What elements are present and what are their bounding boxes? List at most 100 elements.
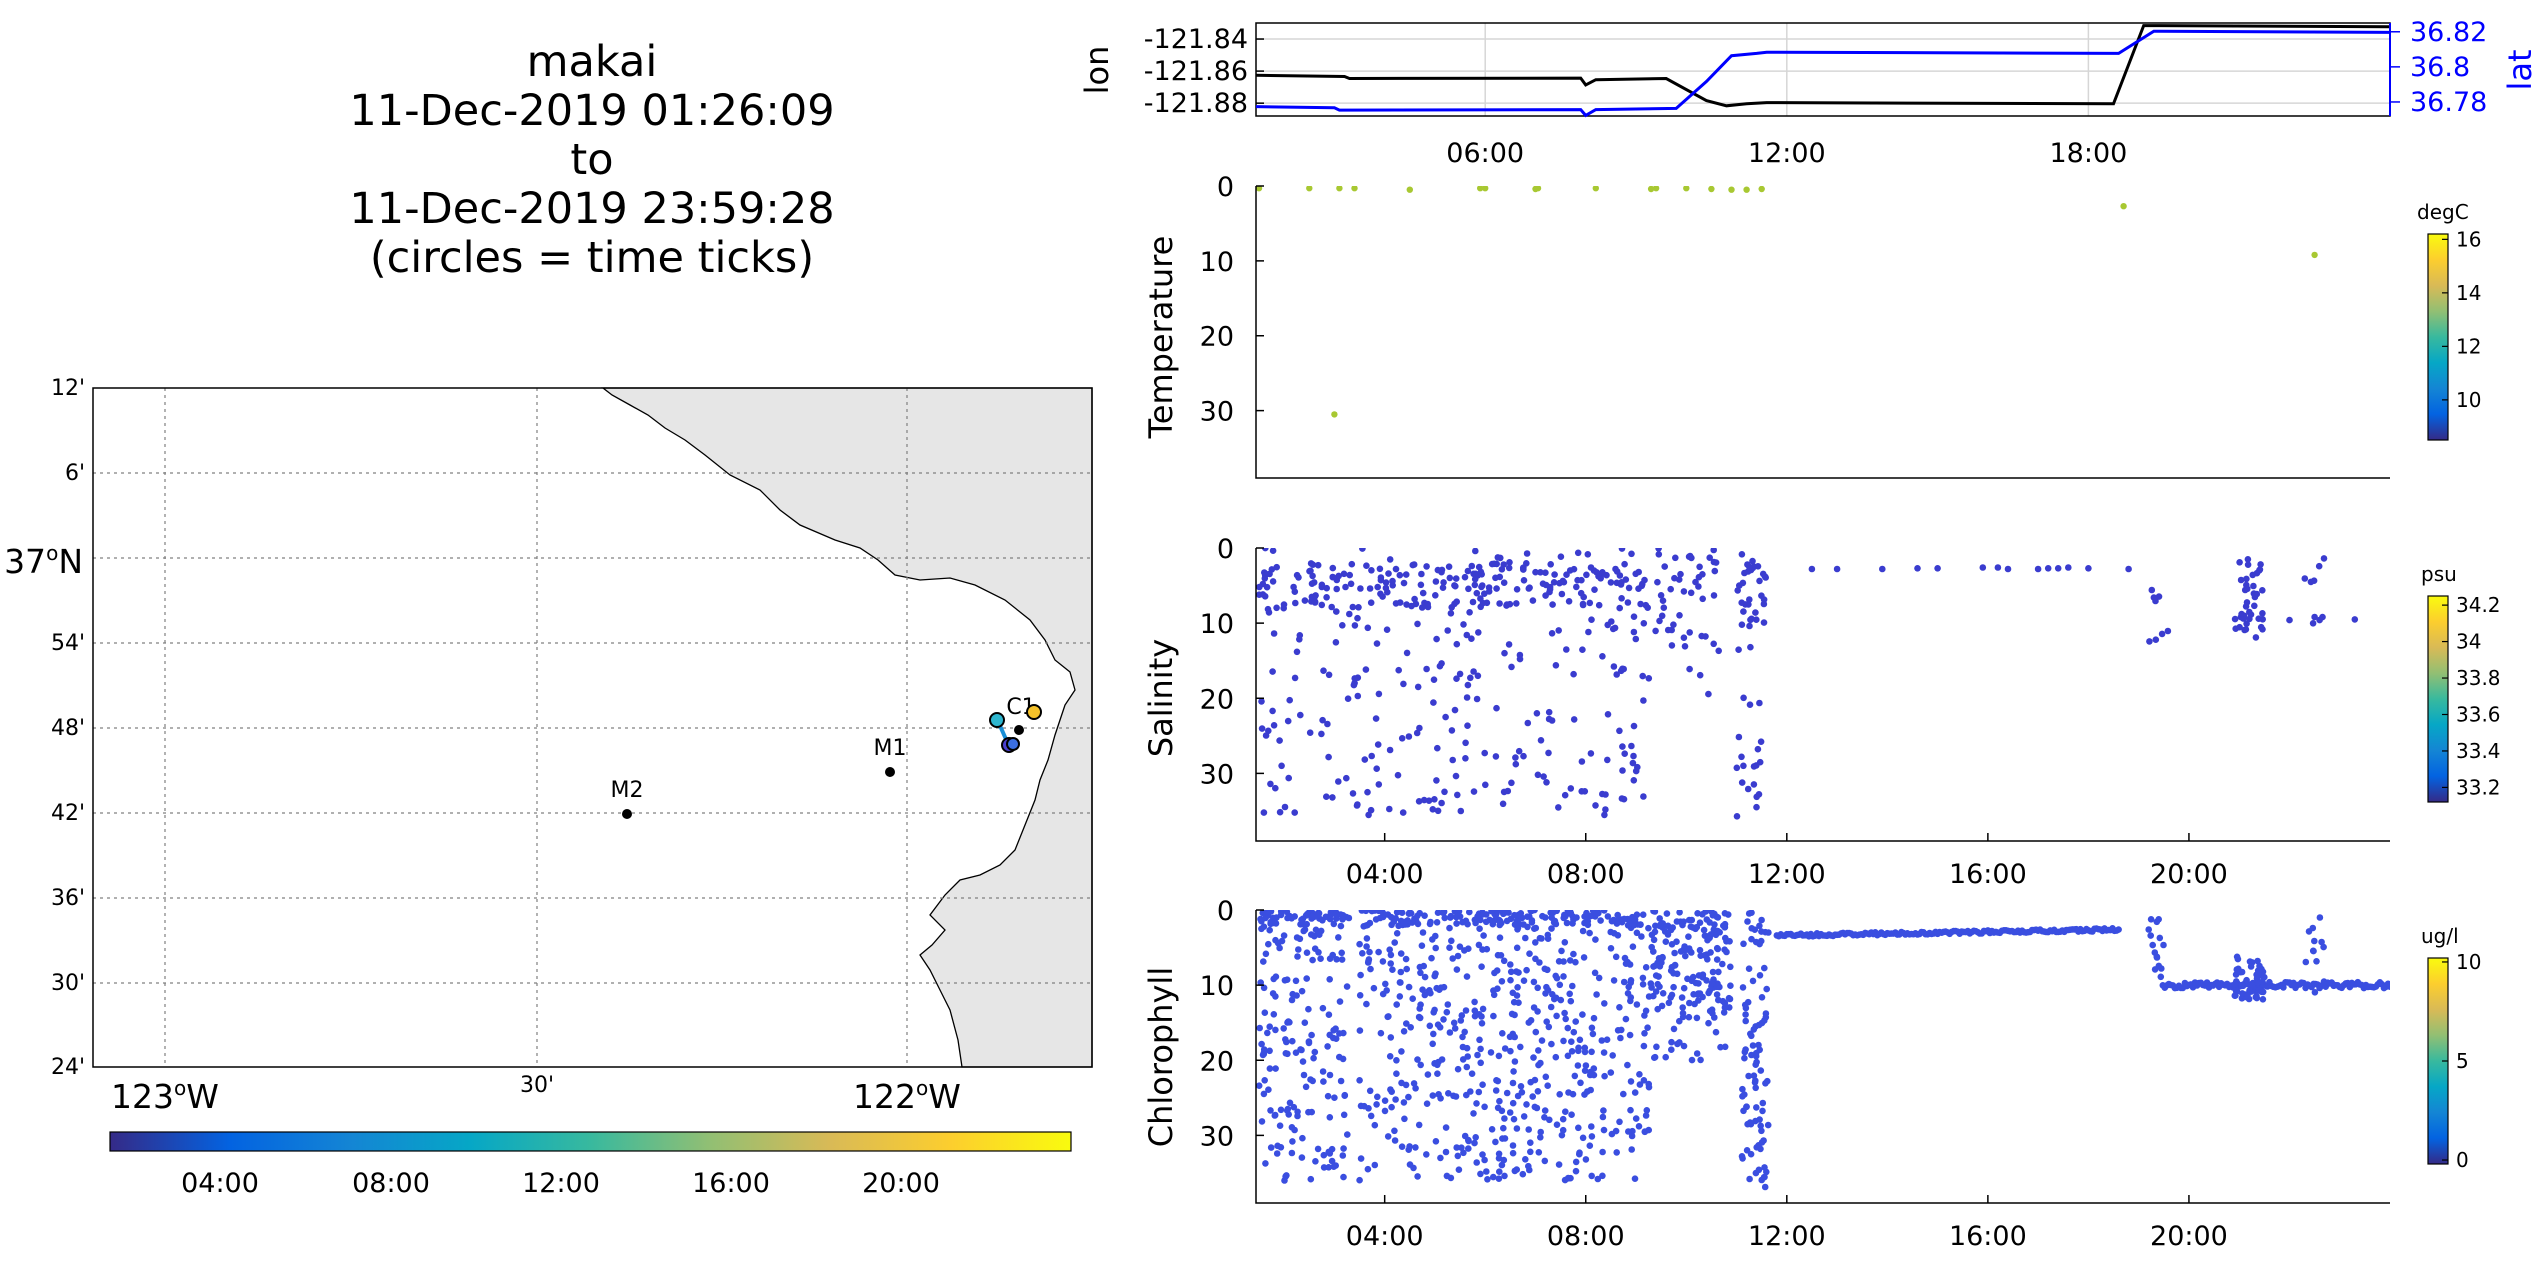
chlorophyll-point <box>1699 971 1707 978</box>
salinity-point <box>1616 572 1624 579</box>
salinity-point <box>1454 791 1461 799</box>
salinity-point <box>1354 614 1361 622</box>
chlorophyll-point <box>1656 915 1663 922</box>
chlorophyll-point <box>1568 1048 1576 1055</box>
salinity-y-tick-label: 0 <box>1217 534 1234 565</box>
chlorophyll-point <box>1457 1017 1465 1024</box>
salinity-point <box>1549 601 1556 608</box>
chlorophyll-point <box>1600 1049 1608 1056</box>
chlorophyll-point <box>1385 1013 1392 1020</box>
salinity-point <box>1463 631 1471 639</box>
salinity-point <box>1546 588 1553 596</box>
temperature-point <box>1351 186 1358 192</box>
salinity-point <box>1537 737 1545 744</box>
salinity-point <box>1402 571 1410 578</box>
salinity-point <box>1604 756 1611 764</box>
salinity-point <box>1632 767 1640 775</box>
chlorophyll-point <box>1514 984 1521 991</box>
chlorophyll-point <box>1538 935 1545 942</box>
salinity-point <box>1506 559 1513 566</box>
chlorophyll-point <box>1429 1040 1436 1048</box>
salinity-point <box>1471 581 1479 589</box>
salinity-point <box>1526 584 1533 591</box>
salinity-point <box>1740 608 1747 615</box>
chlorophyll-point <box>1280 932 1288 939</box>
salinity-point <box>1523 550 1531 557</box>
chlorophyll-point <box>1388 1103 1395 1111</box>
salinity-point <box>1710 548 1717 554</box>
salinity-point <box>1286 696 1293 704</box>
chlorophyll-point <box>1437 984 1445 991</box>
chlorophyll-point <box>2280 984 2287 991</box>
salinity-point <box>1481 590 1488 597</box>
chlorophyll-point <box>1371 910 1379 914</box>
mooring-m2: M2 <box>611 778 643 819</box>
chlorophyll-point <box>1654 1005 1661 1013</box>
salinity-point <box>1639 672 1646 680</box>
chlorophyll-point <box>1645 924 1652 932</box>
salinity-point <box>1565 598 1573 605</box>
chlorophyll-point <box>1308 931 1315 938</box>
salinity-point <box>1696 563 1703 571</box>
salinity-point <box>1628 550 1635 558</box>
chlorophyll-colorbar-ticks: 10 5 0 <box>2442 950 2481 1172</box>
chlorophyll-point <box>1507 961 1514 968</box>
chlorophyll-point <box>1445 1090 1452 1097</box>
time-colorbar-tick: 08:00 <box>352 1168 430 1199</box>
chlorophyll-point <box>1437 1154 1444 1162</box>
salinity-point <box>1656 617 1663 625</box>
chlorophyll-point <box>1601 1072 1608 1080</box>
salinity-point <box>1548 630 1556 637</box>
salinity-point <box>2255 615 2262 622</box>
chlorophyll-point <box>2254 979 2261 986</box>
chlorophyll-point <box>1446 924 1453 932</box>
chlorophyll-point <box>1696 946 1704 954</box>
salinity-point <box>1425 797 1433 804</box>
chlorophyll-point <box>1495 1175 1503 1182</box>
chlorophyll-point <box>1262 950 1270 958</box>
chlorophyll-point <box>1523 1101 1530 1108</box>
salinity-point <box>2155 593 2163 600</box>
chlorophyll-point <box>1632 1115 1640 1122</box>
chlorophyll-point <box>1312 1158 1319 1165</box>
chlorophyll-point <box>1402 955 1410 963</box>
chlorophyll-point <box>1443 1008 1451 1016</box>
chlorophyll-point <box>1558 947 1565 955</box>
chlorophyll-x-ticks: 04:00 08:00 12:00 16:00 20:00 <box>1346 1195 2228 1252</box>
salinity-point <box>2259 610 2266 617</box>
chlorophyll-point <box>1639 981 1647 988</box>
chlorophyll-point <box>1556 981 1564 989</box>
salinity-point <box>2158 630 2166 638</box>
chlorophyll-point <box>1267 910 1275 915</box>
chlorophyll-point <box>1546 1116 1553 1124</box>
chlorophyll-point <box>1471 998 1478 1006</box>
chlorophyll-point <box>1302 1083 1310 1091</box>
salinity-colorbar <box>2427 595 2449 803</box>
map-lon-label: 30' <box>520 1073 554 1098</box>
chlorophyll-point <box>1455 1166 1463 1173</box>
salinity-point <box>1434 744 1441 752</box>
salinity-point <box>2244 585 2251 593</box>
chlorophyll-point <box>1497 952 1505 959</box>
salinity-point <box>1579 646 1586 653</box>
chlorophyll-point <box>1552 972 1559 980</box>
chlorophyll-point <box>1356 992 1364 999</box>
salinity-point <box>1332 639 1340 646</box>
chlorophyll-point <box>1684 945 1692 953</box>
salinity-point <box>1695 573 1703 581</box>
position-x-tick-label: 06:00 <box>1446 138 1524 169</box>
salinity-point <box>1618 548 1626 552</box>
chlorophyll-point <box>1752 938 1760 946</box>
chlorophyll-point <box>1281 977 1289 984</box>
salinity-point <box>1914 565 1921 572</box>
chlorophyll-point <box>1479 1081 1486 1088</box>
chlorophyll-point <box>1436 1024 1444 1031</box>
salinity-point <box>1747 643 1754 651</box>
chlorophyll-point <box>1272 993 1279 1000</box>
chlorophyll-point <box>1637 921 1644 928</box>
chlorophyll-point <box>1286 1099 1294 1107</box>
chlorophyll-point <box>1292 977 1300 985</box>
salinity-point <box>1323 594 1330 601</box>
salinity-points <box>1256 548 2359 820</box>
chlorophyll-point <box>1267 1144 1275 1151</box>
